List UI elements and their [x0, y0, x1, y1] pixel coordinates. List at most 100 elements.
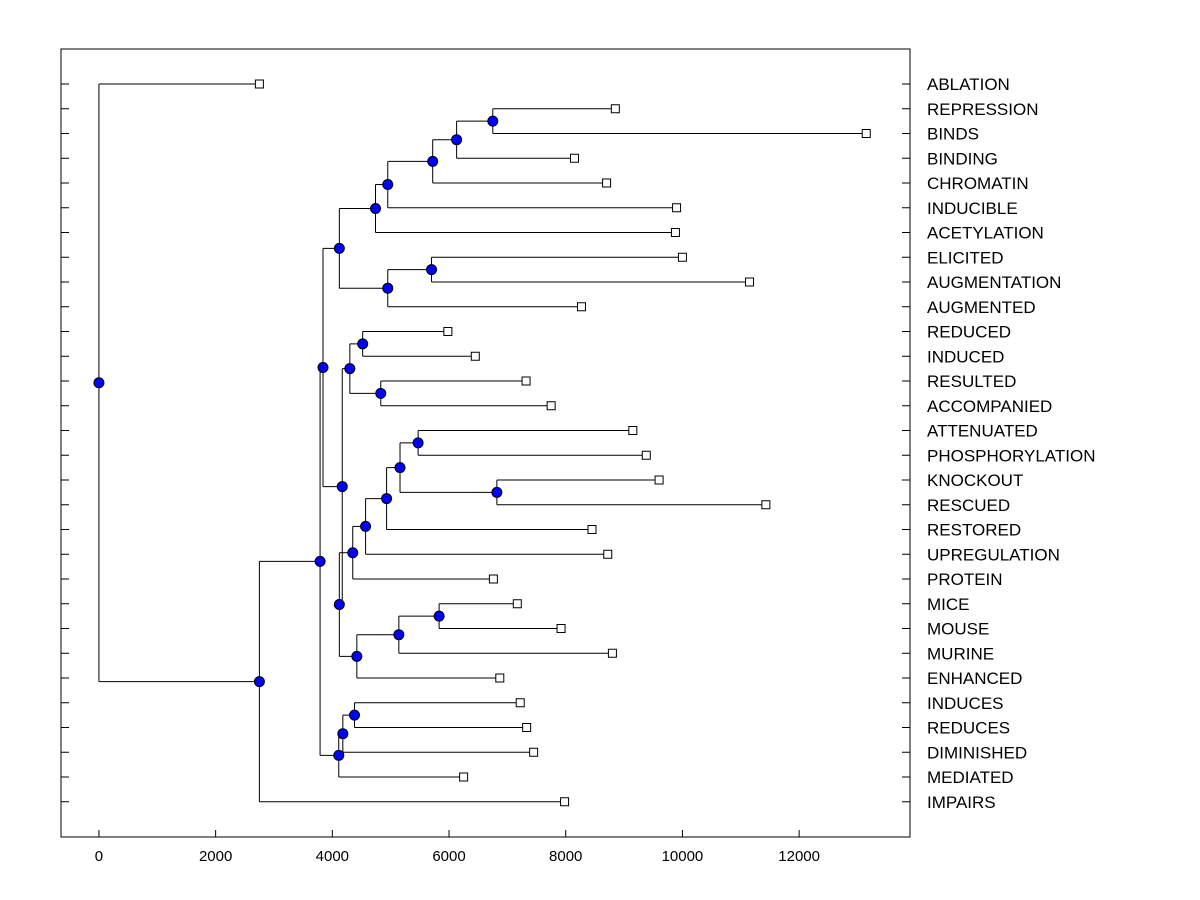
leaf-label: MURINE: [927, 644, 994, 663]
leaf-marker: [677, 252, 687, 262]
leaf-label: RESTORED: [927, 521, 1021, 540]
x-tick-label: 4000: [316, 848, 349, 865]
leaf-label: IMPAIRS: [927, 793, 996, 812]
leaf-marker: [521, 376, 531, 386]
merge-node: [381, 493, 393, 505]
x-tick-label: 6000: [432, 848, 465, 865]
leaf-marker: [861, 129, 871, 138]
leaf-label: ENHANCED: [927, 669, 1022, 688]
leaf-marker: [515, 698, 525, 708]
leaf-marker: [641, 450, 651, 460]
leaf-marker: [569, 153, 579, 163]
leaf-label: PHOSPHORYLATION: [927, 446, 1095, 465]
leaf-label: INDUCES: [927, 694, 1004, 713]
merge-node: [394, 462, 406, 474]
merge-node: [344, 363, 356, 375]
merge-node: [451, 134, 463, 146]
x-tick-label: 2000: [199, 848, 232, 865]
row-ticks: [61, 83, 910, 803]
leaf-label: ATTENUATED: [927, 422, 1038, 441]
leaf-markers: [254, 79, 871, 807]
leaf-label: UPREGULATION: [927, 545, 1060, 564]
merge-node: [336, 481, 348, 493]
merge-node: [347, 547, 359, 559]
leaf-label: AUGMENTATION: [927, 273, 1061, 292]
merge-node: [253, 676, 265, 688]
leaf-label: AUGMENTED: [927, 298, 1036, 317]
leaf-marker: [546, 401, 556, 411]
leaf-marker: [576, 302, 586, 312]
leaf-marker: [488, 574, 498, 584]
leaf-label: BINDS: [927, 125, 979, 144]
plot-frame: [60, 48, 911, 838]
merge-node: [333, 749, 345, 761]
merge-node: [426, 264, 438, 276]
merge-node: [360, 520, 372, 532]
merge-node: [487, 115, 499, 127]
leaf-label: MOUSE: [927, 620, 989, 639]
x-tick-label: 8000: [549, 848, 582, 865]
leaf-label: KNOCKOUT: [927, 471, 1023, 490]
merge-node: [314, 555, 326, 567]
merge-node: [93, 377, 105, 389]
leaf-label: MEDIATED: [927, 768, 1014, 787]
leaf-label: RESULTED: [927, 372, 1016, 391]
merge-node: [337, 728, 349, 740]
leaf-label: CHROMATIN: [927, 174, 1029, 193]
leaf-label: REDUCED: [927, 323, 1011, 342]
leaf-labels: ABLATION REPRESSION BINDS BINDING CHROMATIN I…: [927, 75, 1095, 812]
leaf-marker: [610, 104, 620, 114]
leaf-marker: [470, 351, 480, 361]
leaf-marker: [529, 747, 539, 757]
leaf-marker: [607, 648, 617, 658]
leaf-label: INDUCIBLE: [927, 199, 1018, 218]
x-tick-label: 12000: [778, 848, 820, 865]
leaf-marker: [628, 426, 638, 435]
leaf-marker: [254, 79, 264, 89]
leaf-label: DIMINISHED: [927, 743, 1027, 762]
leaf-marker: [512, 599, 522, 609]
leaf-label: RESCUED: [927, 496, 1010, 515]
merge-node: [412, 437, 424, 449]
leaf-label: INDUCED: [927, 347, 1004, 366]
merge-node: [491, 486, 503, 498]
leaf-marker: [670, 228, 680, 237]
leaf-label: MICE: [927, 595, 970, 614]
merge-node: [357, 338, 369, 350]
merge-node: [375, 387, 387, 399]
leaf-label: ABLATION: [927, 75, 1010, 94]
merge-node: [382, 282, 394, 294]
merge-node: [382, 179, 394, 191]
leaf-marker: [587, 525, 597, 534]
leaf-label: REPRESSION: [927, 100, 1038, 119]
merge-node: [393, 629, 405, 641]
leaf-marker: [603, 549, 613, 559]
leaf-marker: [672, 203, 682, 213]
merge-node: [370, 203, 382, 215]
leaf-marker: [495, 673, 505, 683]
leaf-label: ELICITED: [927, 248, 1004, 267]
merge-node: [427, 155, 439, 167]
leaf-label: ACCOMPANIED: [927, 397, 1052, 416]
leaf-label: PROTEIN: [927, 570, 1003, 589]
merge-node: [433, 610, 445, 622]
x-tick-label: 10000: [662, 848, 704, 865]
leaf-marker: [560, 797, 570, 807]
branches: [98, 83, 867, 803]
merge-node: [333, 599, 345, 611]
leaf-marker: [602, 178, 612, 188]
leaf-marker: [522, 723, 532, 732]
merge-node: [333, 242, 345, 254]
x-tick-label: 0: [95, 848, 103, 865]
merge-node: [351, 650, 363, 662]
leaf-label: BINDING: [927, 149, 998, 168]
leaf-marker: [556, 624, 566, 633]
merge-node: [317, 361, 329, 373]
leaf-marker: [443, 327, 453, 336]
node-markers: [93, 115, 503, 761]
leaf-marker: [761, 500, 771, 510]
merge-node: [349, 709, 361, 721]
leaf-label: ACETYLATION: [927, 224, 1044, 243]
leaf-marker: [745, 277, 755, 287]
